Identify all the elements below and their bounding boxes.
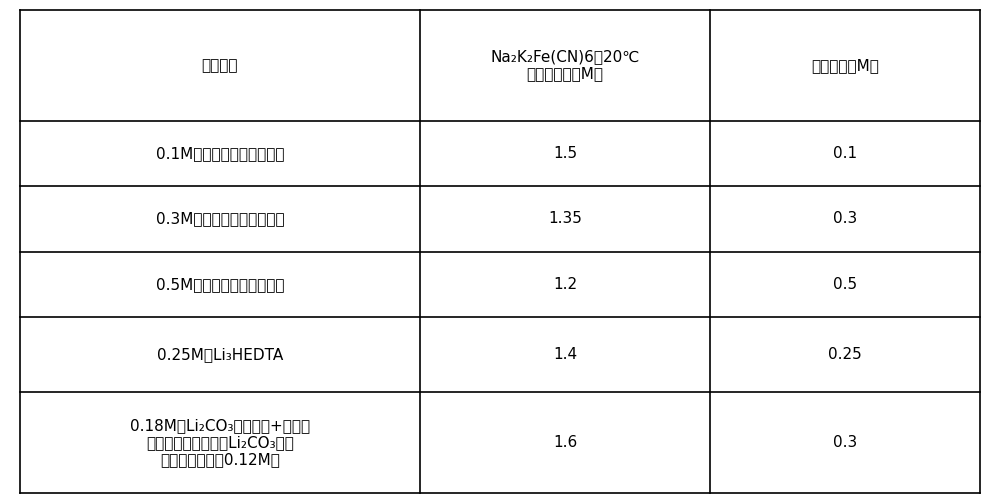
- Text: 缓冲容量（M）: 缓冲容量（M）: [811, 58, 879, 73]
- Text: 0.3: 0.3: [833, 435, 857, 450]
- Text: 0.1M的钠钾磷酸盐（可溶）: 0.1M的钠钾磷酸盐（可溶）: [156, 146, 284, 161]
- Text: 0.18M的Li₂CO₃（可溶）+另外的
与水溶液接触的固体Li₂CO₃（如
若溶解，另外的0.12M）: 0.18M的Li₂CO₃（可溶）+另外的 与水溶液接触的固体Li₂CO₃（如 若…: [130, 417, 310, 468]
- Text: 0.3M的钠钾磷酸盐（可溶）: 0.3M的钠钾磷酸盐（可溶）: [156, 211, 284, 226]
- Text: 0.25: 0.25: [828, 347, 862, 362]
- Text: Na₂K₂Fe(CN)6在20℃
时的溶解度（M）: Na₂K₂Fe(CN)6在20℃ 时的溶解度（M）: [490, 49, 640, 81]
- Text: 0.5M的钠钾磷酸盐（可溶）: 0.5M的钠钾磷酸盐（可溶）: [156, 277, 284, 292]
- Text: 0.3: 0.3: [833, 211, 857, 226]
- Text: 1.4: 1.4: [553, 347, 577, 362]
- Text: 缓冲材料: 缓冲材料: [202, 58, 238, 73]
- Text: 1.5: 1.5: [553, 146, 577, 161]
- Text: 1.6: 1.6: [553, 435, 577, 450]
- Text: 0.1: 0.1: [833, 146, 857, 161]
- Text: 0.25M的Li₃HEDTA: 0.25M的Li₃HEDTA: [157, 347, 283, 362]
- Text: 1.2: 1.2: [553, 277, 577, 292]
- Text: 0.5: 0.5: [833, 277, 857, 292]
- Text: 1.35: 1.35: [548, 211, 582, 226]
